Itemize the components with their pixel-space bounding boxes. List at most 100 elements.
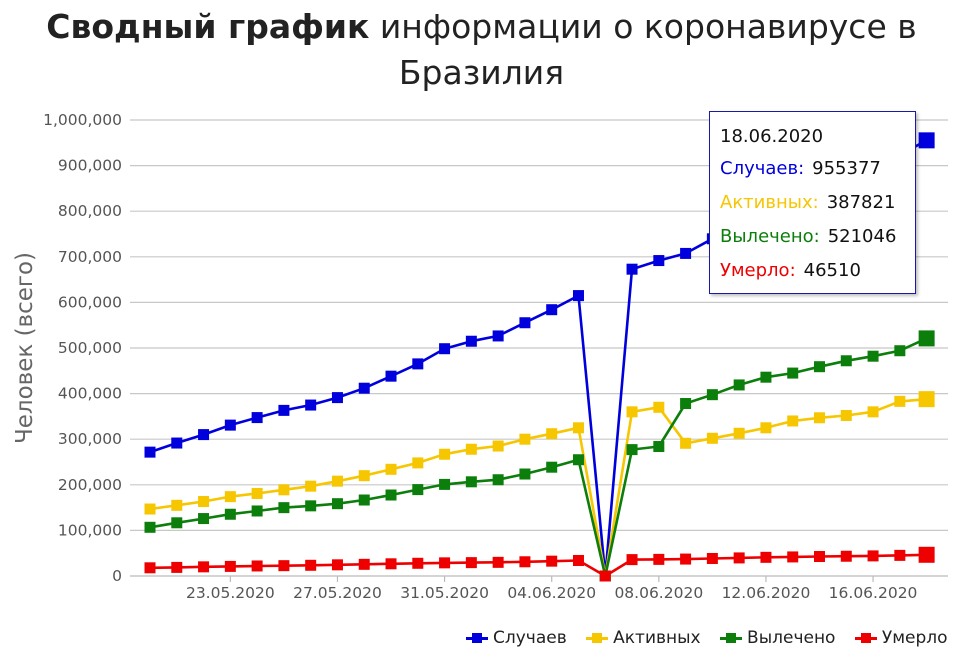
data-point-recovered[interactable] bbox=[305, 500, 317, 512]
data-point-recovered[interactable] bbox=[867, 350, 879, 362]
data-point-cases[interactable] bbox=[653, 255, 665, 267]
data-point-cases[interactable] bbox=[358, 382, 370, 394]
data-point-recovered[interactable] bbox=[198, 513, 210, 525]
data-point-deaths[interactable] bbox=[198, 561, 210, 573]
data-point-active[interactable] bbox=[171, 499, 183, 511]
data-point-cases[interactable] bbox=[572, 290, 584, 302]
data-point-active[interactable] bbox=[680, 437, 692, 449]
data-point-deaths[interactable] bbox=[572, 554, 584, 566]
data-point-recovered[interactable] bbox=[733, 379, 745, 391]
data-point-deaths[interactable] bbox=[305, 559, 317, 571]
data-point-active[interactable] bbox=[358, 470, 370, 482]
data-point-recovered[interactable] bbox=[171, 517, 183, 529]
data-point-deaths[interactable] bbox=[224, 560, 236, 572]
data-point-recovered[interactable] bbox=[331, 498, 343, 510]
data-point-deaths[interactable] bbox=[278, 560, 290, 572]
data-point-active[interactable] bbox=[787, 415, 799, 427]
data-point-deaths[interactable] bbox=[706, 552, 718, 564]
legend-item-recovered[interactable]: Вылечено bbox=[720, 628, 835, 648]
data-point-active[interactable] bbox=[840, 409, 852, 421]
data-point-cases[interactable] bbox=[519, 317, 531, 329]
data-point-recovered[interactable] bbox=[492, 474, 504, 486]
legend-item-cases[interactable]: Случаев bbox=[466, 628, 567, 648]
data-point-recovered[interactable] bbox=[251, 505, 263, 517]
data-point-active[interactable] bbox=[412, 457, 424, 469]
legend-item-deaths[interactable]: Умерло bbox=[854, 628, 948, 648]
data-point-deaths[interactable] bbox=[840, 550, 852, 562]
data-point-deaths[interactable] bbox=[867, 550, 879, 562]
data-point-recovered[interactable] bbox=[760, 371, 772, 383]
data-point-recovered[interactable] bbox=[144, 521, 156, 533]
data-point-active[interactable] bbox=[305, 480, 317, 492]
data-point-recovered[interactable] bbox=[519, 468, 531, 480]
data-point-deaths[interactable] bbox=[171, 561, 183, 573]
data-point-recovered[interactable] bbox=[412, 484, 424, 496]
data-point-active[interactable] bbox=[465, 443, 477, 455]
data-point-cases[interactable] bbox=[492, 330, 504, 342]
data-point-recovered[interactable] bbox=[706, 389, 718, 401]
data-point-active[interactable] bbox=[546, 428, 558, 440]
legend-item-active[interactable]: Активных bbox=[586, 628, 701, 648]
data-point-recovered[interactable] bbox=[224, 508, 236, 520]
data-point-active[interactable] bbox=[626, 406, 638, 418]
data-point-deaths[interactable] bbox=[358, 558, 370, 570]
data-point-recovered[interactable] bbox=[840, 355, 852, 367]
data-point-cases[interactable] bbox=[546, 304, 558, 316]
data-point-deaths[interactable] bbox=[733, 552, 745, 564]
data-point-recovered[interactable] bbox=[439, 478, 451, 490]
data-point-active[interactable] bbox=[492, 440, 504, 452]
data-point-deaths[interactable] bbox=[385, 558, 397, 570]
data-point-cases[interactable] bbox=[918, 132, 935, 149]
data-point-cases[interactable] bbox=[465, 335, 477, 347]
data-point-deaths[interactable] bbox=[331, 559, 343, 571]
data-point-deaths[interactable] bbox=[918, 546, 935, 563]
data-point-cases[interactable] bbox=[251, 412, 263, 424]
data-point-cases[interactable] bbox=[626, 263, 638, 275]
data-point-deaths[interactable] bbox=[144, 562, 156, 574]
data-point-active[interactable] bbox=[706, 432, 718, 444]
data-point-deaths[interactable] bbox=[894, 549, 906, 561]
data-point-active[interactable] bbox=[894, 395, 906, 407]
data-point-active[interactable] bbox=[760, 422, 772, 434]
data-point-cases[interactable] bbox=[144, 446, 156, 458]
data-point-recovered[interactable] bbox=[626, 444, 638, 456]
data-point-cases[interactable] bbox=[385, 370, 397, 382]
data-point-recovered[interactable] bbox=[894, 345, 906, 357]
data-point-recovered[interactable] bbox=[465, 476, 477, 488]
data-point-recovered[interactable] bbox=[814, 361, 825, 373]
data-point-recovered[interactable] bbox=[787, 367, 799, 379]
data-point-deaths[interactable] bbox=[251, 560, 263, 572]
data-point-cases[interactable] bbox=[305, 399, 317, 411]
data-point-cases[interactable] bbox=[331, 392, 343, 404]
data-point-cases[interactable] bbox=[198, 429, 210, 441]
data-point-recovered[interactable] bbox=[680, 398, 692, 410]
data-point-deaths[interactable] bbox=[787, 551, 799, 563]
data-point-recovered[interactable] bbox=[546, 461, 558, 473]
data-point-deaths[interactable] bbox=[599, 570, 611, 582]
data-point-active[interactable] bbox=[439, 448, 451, 460]
data-point-active[interactable] bbox=[331, 475, 343, 487]
data-point-recovered[interactable] bbox=[572, 454, 584, 466]
data-point-deaths[interactable] bbox=[412, 557, 424, 569]
data-point-active[interactable] bbox=[251, 487, 263, 499]
data-point-recovered[interactable] bbox=[358, 494, 370, 506]
data-point-recovered[interactable] bbox=[918, 330, 935, 347]
data-point-deaths[interactable] bbox=[465, 557, 477, 569]
data-point-active[interactable] bbox=[519, 433, 531, 445]
data-point-deaths[interactable] bbox=[653, 553, 665, 565]
data-point-cases[interactable] bbox=[439, 343, 451, 355]
data-point-cases[interactable] bbox=[224, 419, 236, 431]
data-point-active[interactable] bbox=[385, 463, 397, 475]
data-point-deaths[interactable] bbox=[626, 554, 638, 566]
data-point-recovered[interactable] bbox=[653, 441, 665, 453]
data-point-active[interactable] bbox=[572, 422, 584, 434]
data-point-cases[interactable] bbox=[278, 404, 290, 416]
data-point-deaths[interactable] bbox=[760, 551, 772, 563]
data-point-deaths[interactable] bbox=[680, 553, 692, 565]
data-point-active[interactable] bbox=[867, 406, 879, 418]
data-point-active[interactable] bbox=[733, 427, 745, 439]
data-point-deaths[interactable] bbox=[439, 557, 451, 569]
data-point-active[interactable] bbox=[653, 401, 665, 413]
data-point-cases[interactable] bbox=[680, 247, 692, 259]
data-point-recovered[interactable] bbox=[385, 489, 397, 501]
